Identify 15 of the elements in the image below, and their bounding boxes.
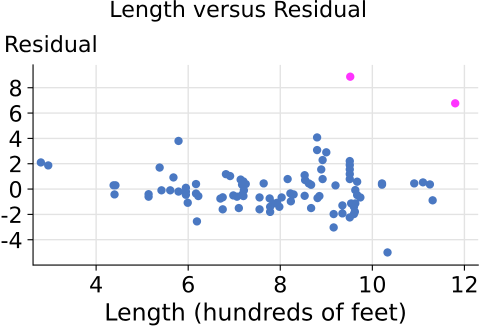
- x-tick-label: 12: [452, 276, 476, 292]
- chart-title: Length versus Residual: [111, 0, 365, 22]
- y-tick-label: 4: [10, 130, 22, 147]
- x-axis-title: Length (hundreds of feet): [106, 302, 405, 326]
- x-tick-label: 4: [90, 276, 102, 292]
- y-axis-title: Residual: [6, 35, 96, 52]
- x-tick-label: 10: [360, 276, 385, 293]
- x-tick-label: 6: [182, 276, 194, 293]
- y-tick-label: 2: [10, 156, 20, 172]
- y-tick-label: 0: [10, 181, 22, 198]
- x-tick-label: 8: [274, 276, 286, 293]
- y-tick-label: 6: [10, 105, 22, 122]
- y-tick-label: 8: [10, 80, 22, 96]
- y-tick-label: -4: [2, 232, 22, 248]
- y-tick-label: -2: [2, 206, 20, 223]
